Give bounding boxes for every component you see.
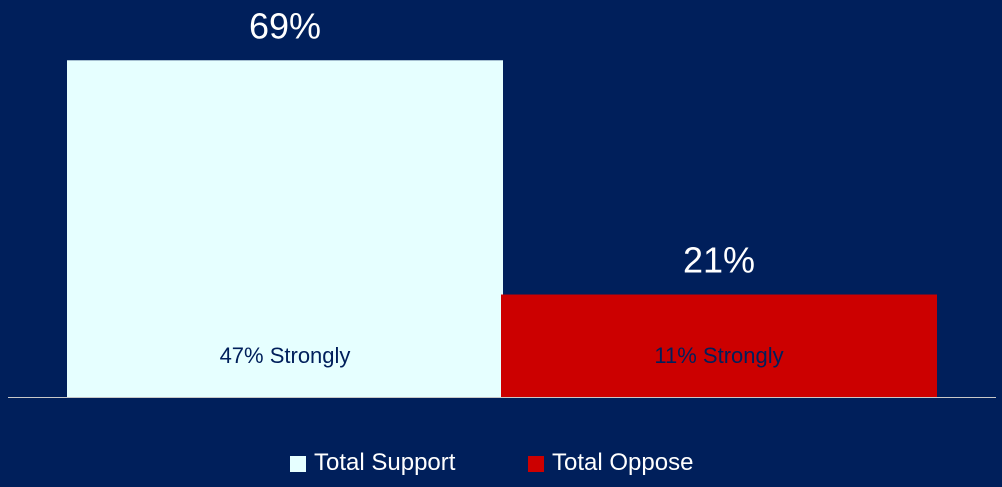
inner-strongly-label: 11% Strongly xyxy=(654,343,783,368)
legend-label: Total Support xyxy=(314,449,456,476)
value-label: 69% xyxy=(249,5,321,46)
legend-label: Total Oppose xyxy=(552,449,693,476)
bar-total-oppose xyxy=(501,294,937,397)
legend-swatch xyxy=(528,456,544,472)
bar-total-support xyxy=(67,60,503,397)
legend-swatch xyxy=(290,456,306,472)
inner-strongly-label: 47% Strongly xyxy=(220,343,351,368)
value-label: 21% xyxy=(683,240,755,281)
